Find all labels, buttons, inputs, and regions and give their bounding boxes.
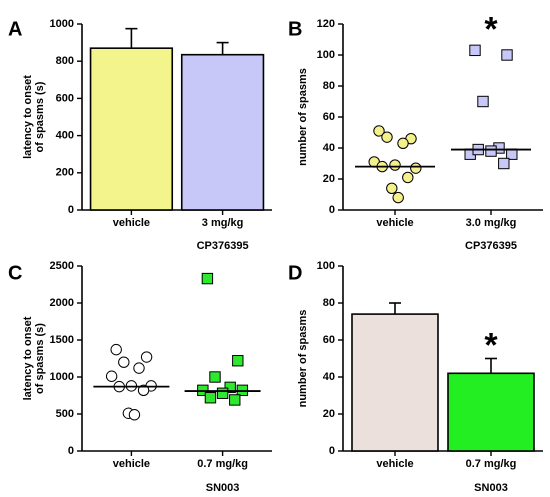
y-axis-label: of spasms (s) [34,81,46,152]
y-tick-label: 200 [56,167,74,179]
x-tick-label: 0.7 mg/kg [466,458,517,470]
significance-marker: * [484,327,498,365]
x-group-label: SN003 [474,482,508,494]
data-point [381,131,393,143]
data-point [397,137,409,150]
y-tick-label: 20 [323,408,335,420]
data-point [204,392,217,404]
data-point [105,370,118,382]
data-point [216,387,229,399]
panel-letter: D [288,263,302,285]
data-point [118,356,130,368]
y-tick-label: 20 [323,173,335,185]
bar [351,313,439,452]
data-point [392,191,404,204]
x-tick-label: vehicle [113,458,150,470]
y-tick-label: 600 [56,92,74,104]
y-tick-label: 2000 [50,297,74,309]
y-tick-label: 40 [323,371,335,383]
panel-d: D 0 20 40 60 80 100 vehicle 0.7 mg/kg SN003 number… [288,260,543,494]
y-tick-label: 800 [56,55,74,67]
y-tick-label: 1000 [50,18,74,30]
data-point [469,44,481,57]
y-tick-label: 0 [68,445,74,457]
y-axis-label: latency to onset [22,316,34,400]
y-tick-label: 100 [317,260,335,272]
panel-letter: A [8,19,22,41]
x-group-label: CP376395 [465,240,517,252]
y-tick-label: 0 [329,445,335,457]
x-tick-label: vehicle [113,217,150,229]
y-tick-label: 400 [56,130,74,142]
bar [89,47,174,211]
data-point [498,157,510,170]
y-tick-label: 2500 [50,260,74,272]
y-tick-label: 80 [323,297,335,309]
bar [447,372,535,452]
x-group-label: CP376395 [197,240,249,252]
data-point [140,351,153,363]
data-point [389,159,401,171]
x-tick-label: 3.0 mg/kg [466,217,517,229]
data-point [410,162,422,174]
data-point [373,125,385,137]
bar [180,53,265,211]
data-point [209,371,221,383]
y-tick-label: 120 [317,18,335,30]
y-axis-label: of spasms (s) [34,323,46,394]
y-tick-label: 0 [68,204,74,216]
data-point [229,394,241,406]
x-tick-label: 3 mg/kg [202,217,244,229]
y-tick-label: 60 [323,111,335,123]
data-point [232,355,244,367]
significance-marker: * [484,10,498,48]
data-point [110,343,122,356]
y-axis-label: number of spasms [297,68,309,166]
panel-c: C 0 500 1000 1500 2000 2500 vehicle 0.7 mg/kg SN0… [8,260,272,494]
x-tick-label: vehicle [376,458,413,470]
data-point [402,171,414,184]
panel-b: B 0 20 40 60 80 100 120 vehicle 3.0 mg/kg CP376395… [288,10,543,252]
panel-a: A 0 200 400 600 800 1000 vehicle 3 mg/kg CP376395… [8,18,272,252]
y-tick-label: 60 [323,334,335,346]
data-point [501,49,513,61]
y-tick-label: 500 [56,408,74,420]
panel-letter: B [288,19,302,41]
x-group-label: SN003 [206,482,240,494]
data-point [201,272,214,285]
y-tick-label: 80 [323,80,335,92]
data-point [224,381,236,394]
x-tick-label: 0.7 mg/kg [197,458,248,470]
y-tick-label: 1500 [50,334,74,346]
data-point [386,182,398,195]
y-tick-label: 100 [317,49,335,61]
y-tick-label: 0 [329,204,335,216]
data-point [477,95,489,108]
y-tick-label: 1000 [50,371,74,383]
data-point [137,384,150,397]
data-point [128,409,141,421]
y-tick-label: 40 [323,142,335,154]
data-point [485,145,497,157]
x-tick-label: vehicle [376,217,413,229]
data-point [133,362,145,374]
panel-letter: C [8,263,22,285]
y-axis-label: number of spasms [297,310,309,408]
y-axis-label: latency to onset [22,75,34,159]
